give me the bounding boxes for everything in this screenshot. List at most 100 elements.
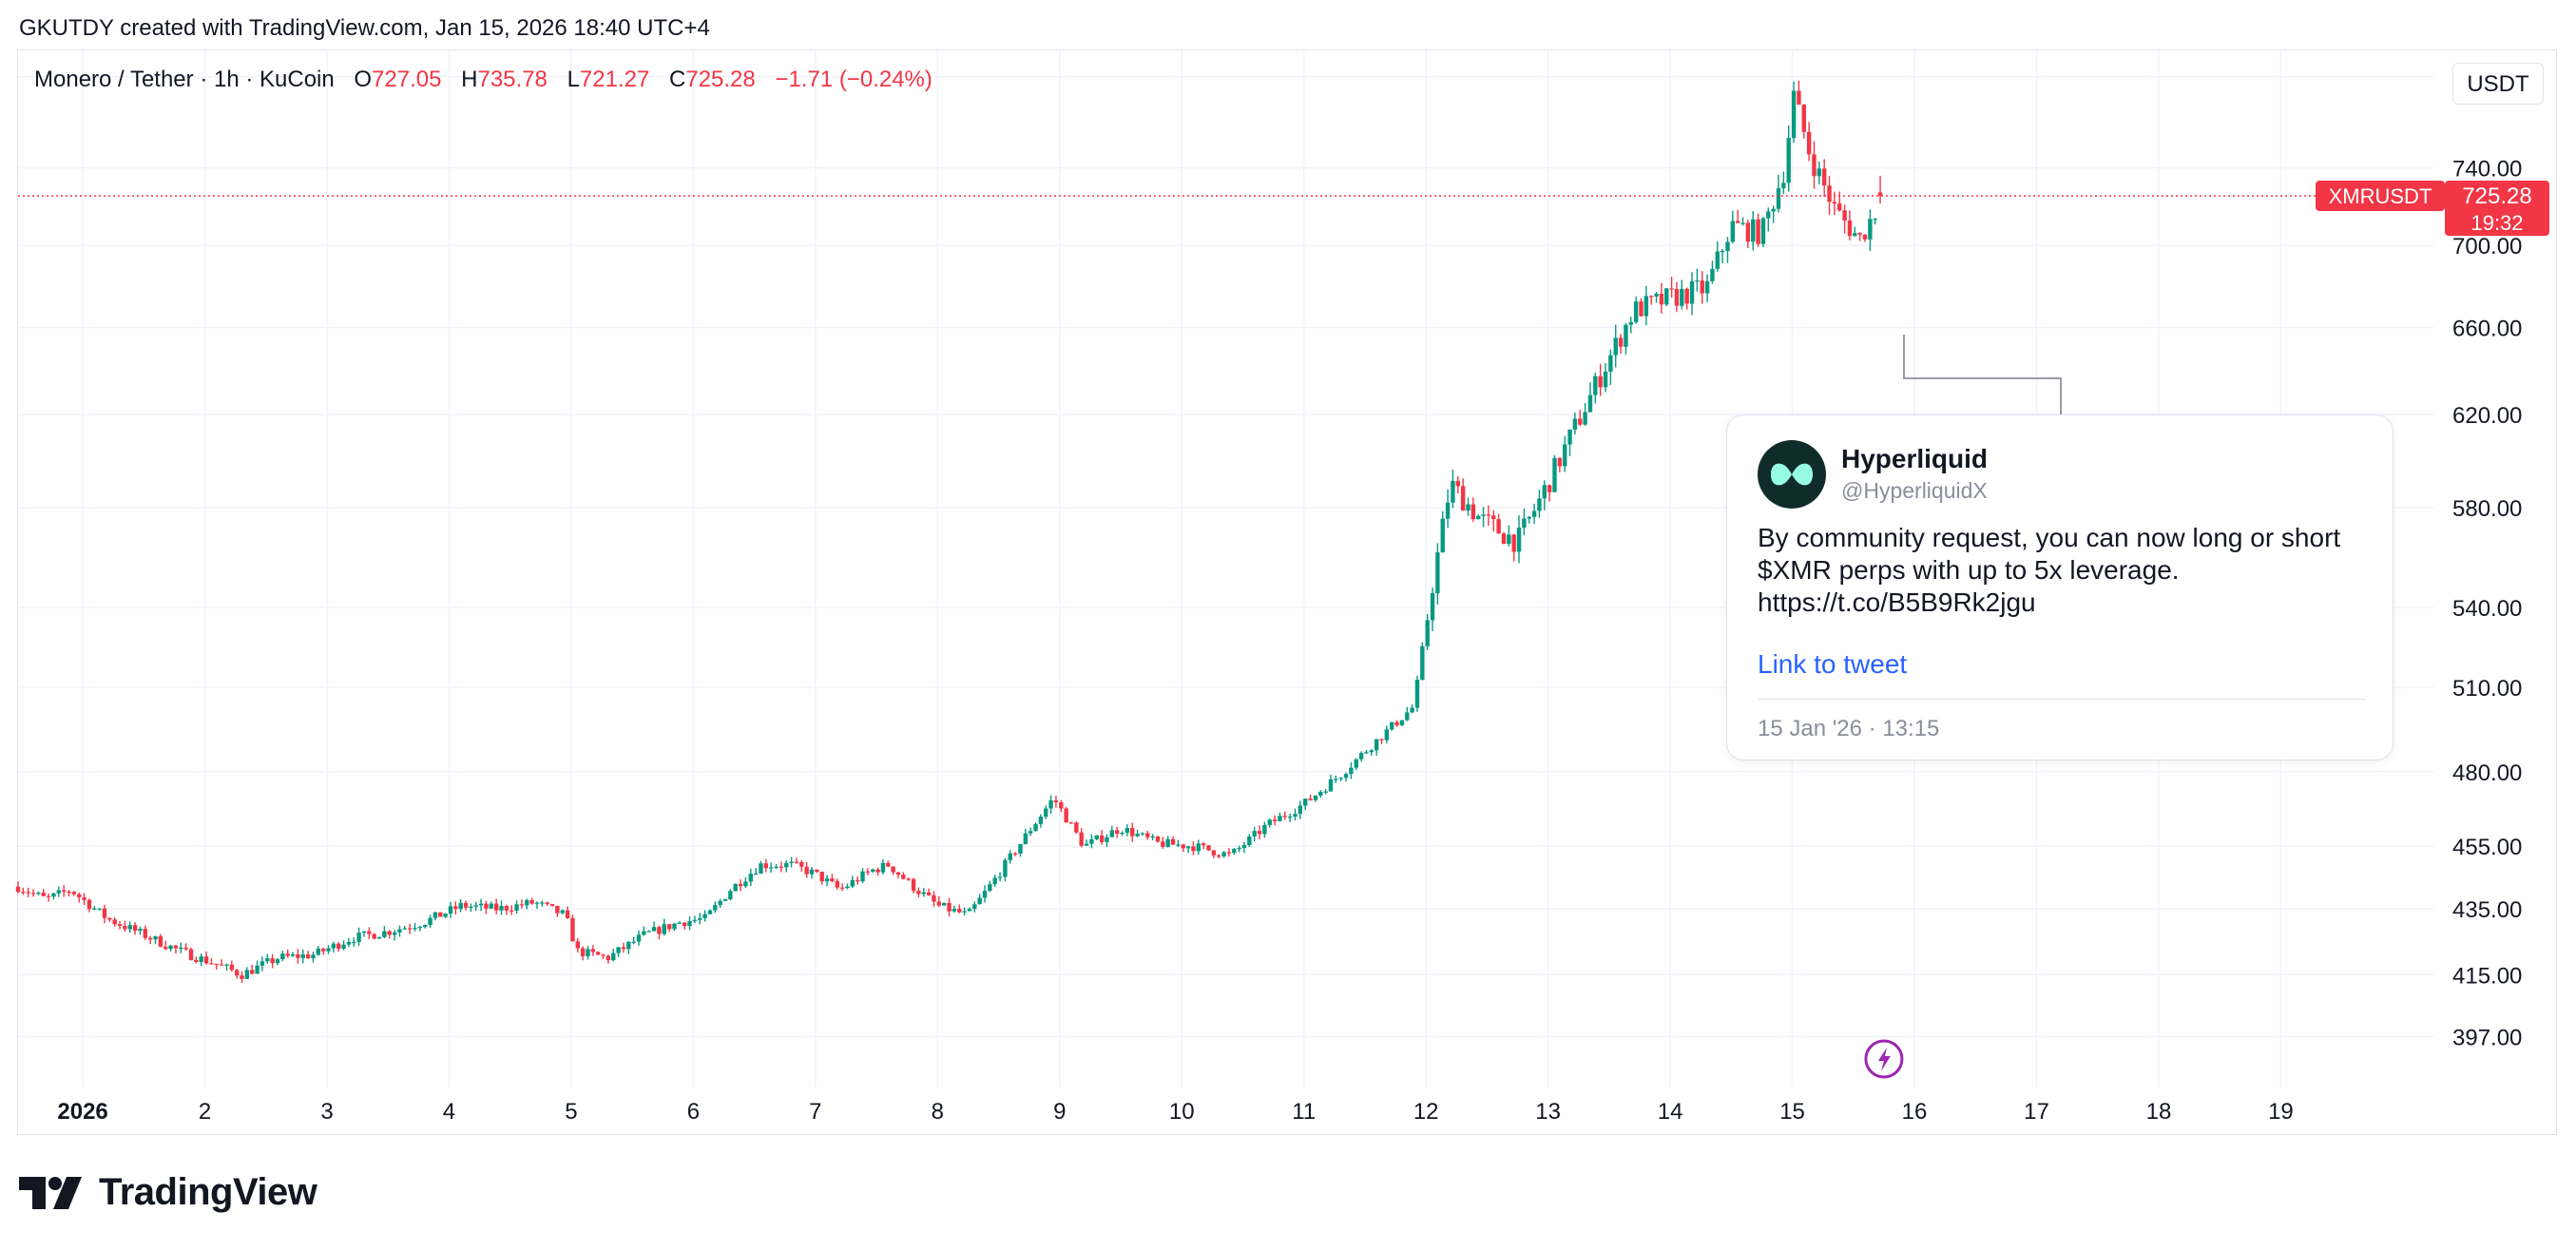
candle-body [1725, 241, 1730, 252]
high-label: H [461, 67, 478, 92]
tweet-link[interactable]: Link to tweet [1758, 649, 1908, 679]
candle-body [1358, 753, 1364, 760]
candle-body [1044, 808, 1048, 818]
candle-body [519, 904, 525, 906]
candle-body [1293, 814, 1298, 818]
candle-body [352, 941, 356, 944]
candle-body [1624, 324, 1628, 347]
candle-body [687, 920, 692, 927]
candle-body [657, 927, 662, 934]
candle-body [1059, 801, 1064, 809]
candle-body [300, 953, 305, 958]
candle-body [1414, 679, 1420, 708]
candle-body [229, 964, 235, 971]
candle-body [127, 925, 132, 930]
candle-body [280, 953, 285, 960]
candle-body [147, 937, 153, 940]
time-tick-label: 9 [1053, 1099, 1066, 1125]
candle-body [1735, 221, 1740, 223]
candle-body [871, 869, 875, 872]
candle-body [173, 945, 179, 949]
candle-body [743, 881, 748, 887]
candle-body [1241, 844, 1247, 848]
candle-body [509, 910, 514, 912]
candle-body [1109, 830, 1115, 837]
hyperliquid-logo-icon [1758, 440, 1826, 509]
ticker-tag-bg [2316, 181, 2445, 212]
candle-body [789, 861, 794, 863]
currency-button[interactable]: USDT [2452, 63, 2544, 105]
low-label: L [567, 67, 580, 92]
candle-body [1842, 210, 1847, 221]
candle-body [71, 892, 77, 895]
tradingview-logo-icon [19, 1176, 82, 1209]
candle-body [1099, 835, 1105, 842]
candle-body [1715, 251, 1720, 269]
tradingview-brand[interactable]: TradingView [19, 1171, 317, 1214]
candle-body [549, 904, 555, 906]
candle-body [595, 952, 601, 955]
candle-body [1420, 645, 1425, 680]
candle-body [1460, 486, 1466, 511]
candle-body [748, 874, 753, 882]
candle-body [1023, 833, 1028, 844]
candle-body [722, 898, 728, 901]
candle-body [525, 899, 529, 906]
candle-body [932, 895, 936, 902]
candle-body [1232, 849, 1237, 854]
candle-body [458, 902, 463, 910]
candle-body [1760, 218, 1766, 244]
candle-body [534, 902, 540, 904]
time-tick-label: 14 [1658, 1099, 1683, 1125]
candle-body [855, 879, 860, 882]
candle-body [611, 953, 616, 961]
candle-body [759, 863, 763, 874]
candle-body [1628, 321, 1633, 325]
candle-body [153, 935, 158, 940]
symbol-name[interactable]: Monero / Tether · 1h · KuCoin [34, 67, 335, 92]
candle-body [1572, 418, 1578, 430]
high-value: 735.78 [477, 67, 548, 92]
tweet-card[interactable]: Hyperliquid @HyperliquidX By community r… [1726, 414, 2393, 760]
time-tick-label: 5 [565, 1099, 577, 1125]
chart-frame[interactable] [17, 49, 2557, 1135]
candle-body [15, 886, 21, 893]
candle-body [1633, 301, 1639, 322]
candle-body [1191, 846, 1196, 852]
time-tick-label: 6 [687, 1099, 700, 1125]
price-tick-label: 700.00 [2452, 234, 2522, 260]
candle-body [651, 927, 657, 932]
time-axis: 2026 2 3 4 5 6 7 8 9 10 11 12 13 14 15 16 17 18 19 [57, 1099, 2293, 1125]
price-tick-label: 740.00 [2452, 157, 2522, 183]
candle-body [1704, 280, 1710, 294]
price-tick-label: 660.00 [2452, 316, 2522, 341]
candle-body [102, 908, 107, 918]
candle-body [87, 899, 92, 910]
candle-body [311, 954, 316, 959]
candle-body [936, 901, 942, 906]
candle-body [1257, 831, 1262, 835]
candle-body [779, 866, 784, 868]
countdown-label: 19:32 [2470, 211, 2523, 235]
time-tick-label: 3 [320, 1099, 333, 1125]
candle-body [1832, 202, 1837, 204]
candle-body [1064, 808, 1068, 823]
candle-body [1740, 222, 1745, 224]
tweet-author-handle: @HyperliquidX [1841, 478, 1988, 503]
candle-body [1476, 515, 1481, 520]
candle-body [51, 893, 56, 897]
candle-body [1567, 429, 1572, 445]
candle-body [1053, 799, 1059, 802]
candle-body [265, 958, 270, 962]
candle-body [372, 933, 376, 939]
candle-body [1181, 844, 1185, 849]
candle-body [240, 975, 244, 979]
candle-body [443, 914, 448, 917]
candle-body [296, 953, 300, 958]
candle-body [132, 925, 138, 932]
candle-body [397, 929, 402, 933]
candle-body [1496, 519, 1501, 534]
candle-body [926, 892, 932, 895]
candle-body [1211, 850, 1217, 856]
